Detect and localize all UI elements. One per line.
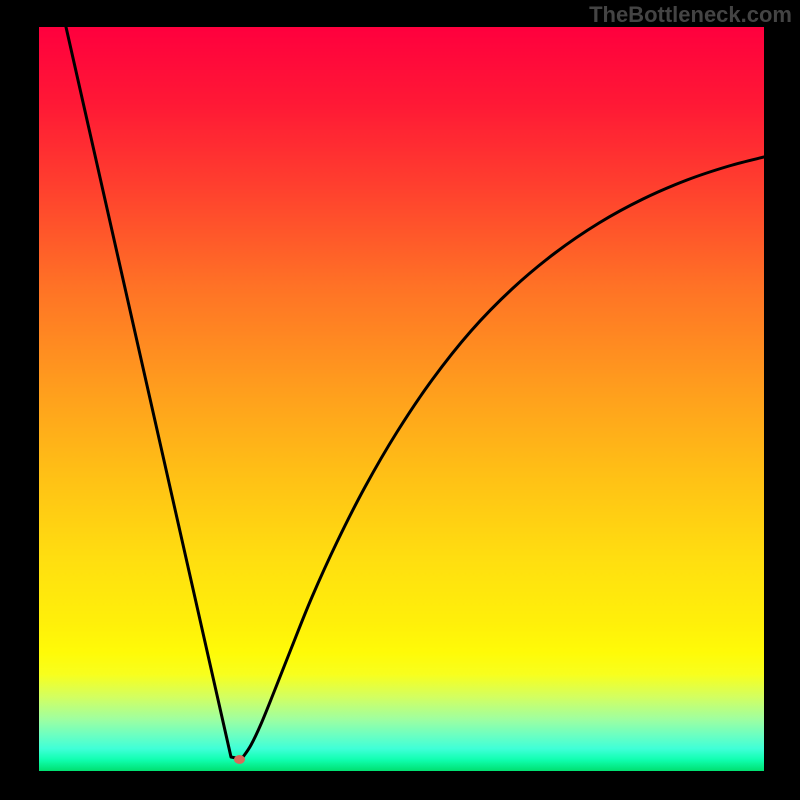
- plot-area: [39, 27, 764, 771]
- root: TheBottleneck.com: [0, 0, 800, 800]
- attribution-text: TheBottleneck.com: [589, 2, 792, 28]
- curve-path: [66, 27, 764, 758]
- bottleneck-curve: [39, 27, 764, 771]
- apex-marker: [234, 755, 245, 764]
